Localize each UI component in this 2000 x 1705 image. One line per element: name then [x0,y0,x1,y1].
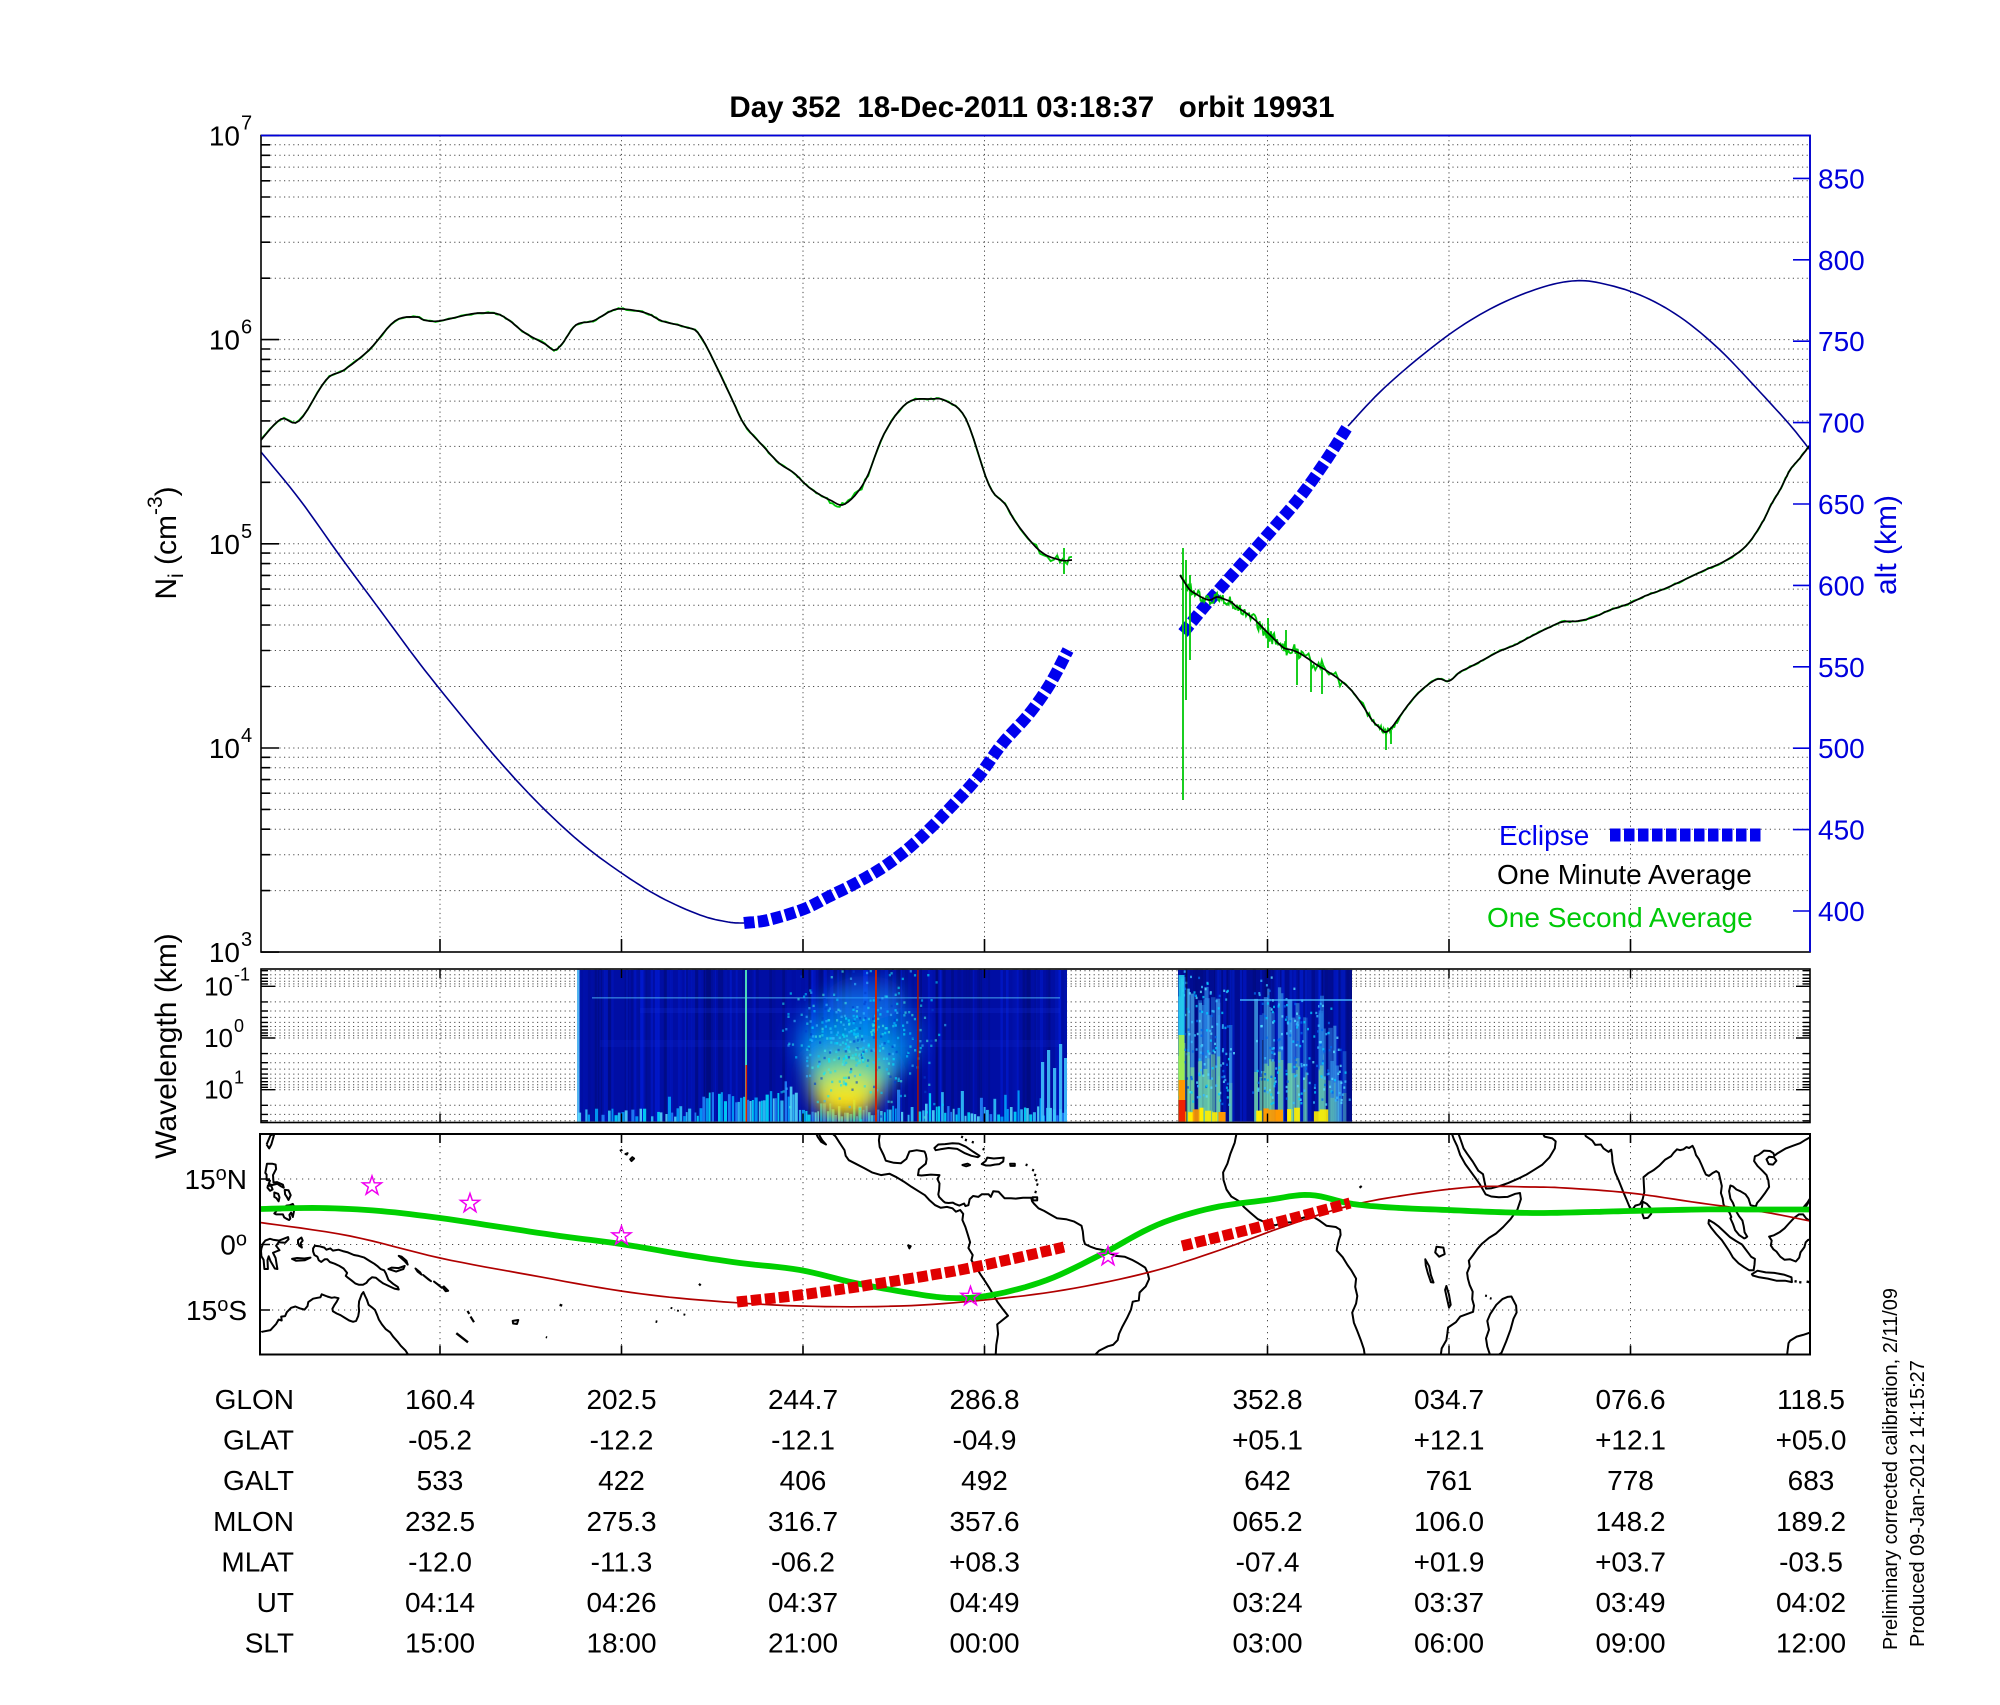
svg-text:03:00: 03:00 [1232,1628,1302,1659]
svg-text:850: 850 [1818,163,1865,194]
svg-text:06:00: 06:00 [1414,1628,1484,1659]
svg-text:352.8: 352.8 [1232,1384,1302,1415]
svg-text:0: 0 [234,1016,244,1036]
svg-text:10: 10 [204,971,233,1001]
svg-text:+05.1: +05.1 [1232,1425,1303,1456]
svg-text:10: 10 [209,529,240,560]
svg-text:MLON: MLON [213,1506,294,1537]
svg-text:-05.2: -05.2 [408,1425,472,1456]
svg-text:357.6: 357.6 [949,1506,1019,1537]
svg-text:683: 683 [1788,1465,1835,1496]
svg-text:09:00: 09:00 [1595,1628,1665,1659]
svg-text:189.2: 189.2 [1776,1506,1846,1537]
svg-text:650: 650 [1818,489,1865,520]
svg-text:5: 5 [241,521,252,543]
svg-text:700: 700 [1818,408,1865,439]
svg-text:+01.9: +01.9 [1414,1546,1485,1577]
svg-text:03:49: 03:49 [1595,1587,1665,1618]
svg-text:422: 422 [598,1465,645,1496]
svg-text:244.7: 244.7 [768,1384,838,1415]
svg-text:-12.1: -12.1 [771,1425,835,1456]
svg-text:10: 10 [209,733,240,764]
svg-text:778: 778 [1607,1465,1654,1496]
svg-text:406: 406 [780,1465,827,1496]
svg-text:MLAT: MLAT [221,1546,294,1577]
svg-text:04:26: 04:26 [586,1587,656,1618]
svg-text:Eclipse: Eclipse [1499,820,1589,851]
svg-text:-12.0: -12.0 [408,1546,472,1577]
svg-text:10: 10 [209,325,240,356]
svg-text:600: 600 [1818,570,1865,601]
svg-text:148.2: 148.2 [1595,1506,1665,1537]
svg-text:275.3: 275.3 [586,1506,656,1537]
svg-text:SLT: SLT [245,1628,294,1659]
svg-text:00:00: 00:00 [949,1628,1019,1659]
svg-text:21:00: 21:00 [768,1628,838,1659]
svg-text:Produced 09-Jan-2012 14:15:27: Produced 09-Jan-2012 14:15:27 [1907,1360,1929,1647]
svg-text:Day 352 18-Dec-2011 03:18:37: Day 352 18-Dec-2011 03:18:37 orbit 19931 [729,91,1334,124]
svg-text:500: 500 [1818,733,1865,764]
svg-text:+03.7: +03.7 [1595,1546,1666,1577]
svg-text:10: 10 [204,1075,233,1105]
svg-text:286.8: 286.8 [949,1384,1019,1415]
svg-text:533: 533 [417,1465,464,1496]
svg-text:Ni (cm-3): Ni (cm-3) [144,486,188,599]
svg-text:04:49: 04:49 [949,1587,1019,1618]
svg-text:3: 3 [241,929,252,951]
svg-text:642: 642 [1244,1465,1291,1496]
svg-text:160.4: 160.4 [405,1384,475,1415]
svg-text:Preliminary corrected calibrat: Preliminary corrected calibration, 2/11/… [1880,1288,1902,1650]
svg-text:-12.2: -12.2 [590,1425,654,1456]
svg-text:+12.1: +12.1 [1414,1425,1485,1456]
svg-text:04:37: 04:37 [768,1587,838,1618]
svg-text:118.5: 118.5 [1777,1384,1845,1415]
svg-text:GLAT: GLAT [223,1425,294,1456]
svg-text:One Minute Average: One Minute Average [1497,859,1752,890]
svg-text:One Second Average: One Second Average [1487,902,1753,933]
svg-text:800: 800 [1818,245,1865,276]
svg-text:202.5: 202.5 [586,1384,656,1415]
svg-text:12:00: 12:00 [1776,1628,1846,1659]
svg-text:492: 492 [961,1465,1008,1496]
svg-text:1: 1 [234,1068,244,1088]
svg-text:03:24: 03:24 [1232,1587,1302,1618]
svg-text:-03.5: -03.5 [1779,1546,1843,1577]
svg-text:232.5: 232.5 [405,1506,475,1537]
svg-text:Wavelength (km): Wavelength (km) [150,933,183,1159]
svg-text:03:37: 03:37 [1414,1587,1484,1618]
svg-text:4: 4 [241,725,252,747]
svg-text:034.7: 034.7 [1414,1384,1484,1415]
svg-text:7: 7 [241,113,252,135]
svg-text:GALT: GALT [223,1465,294,1496]
svg-text:+05.0: +05.0 [1776,1425,1847,1456]
svg-text:04:02: 04:02 [1776,1587,1846,1618]
svg-text:10: 10 [209,121,240,152]
svg-text:04:14: 04:14 [405,1587,475,1618]
svg-text:450: 450 [1818,815,1865,846]
svg-text:15oS: 15oS [186,1294,247,1326]
svg-text:-07.4: -07.4 [1236,1546,1300,1577]
svg-text:-11.3: -11.3 [591,1546,653,1577]
svg-text:+08.3: +08.3 [949,1546,1020,1577]
svg-text:-04.9: -04.9 [953,1425,1017,1456]
svg-text:-1: -1 [234,964,250,984]
svg-text:106.0: 106.0 [1414,1506,1484,1537]
svg-text:065.2: 065.2 [1232,1506,1302,1537]
svg-text:15:00: 15:00 [405,1628,475,1659]
svg-text:18:00: 18:00 [586,1628,656,1659]
svg-text:761: 761 [1426,1465,1473,1496]
svg-text:10: 10 [204,1023,233,1053]
svg-text:316.7: 316.7 [768,1506,838,1537]
svg-text:alt (km): alt (km) [1870,495,1903,595]
svg-text:UT: UT [257,1587,294,1618]
svg-text:6: 6 [241,317,252,339]
svg-text:550: 550 [1818,652,1865,683]
svg-text:-06.2: -06.2 [771,1546,835,1577]
svg-text:750: 750 [1818,326,1865,357]
svg-text:10: 10 [209,937,240,968]
svg-text:GLON: GLON [215,1384,294,1415]
svg-text:076.6: 076.6 [1595,1384,1665,1415]
svg-text:+12.1: +12.1 [1595,1425,1666,1456]
svg-text:400: 400 [1818,896,1865,927]
